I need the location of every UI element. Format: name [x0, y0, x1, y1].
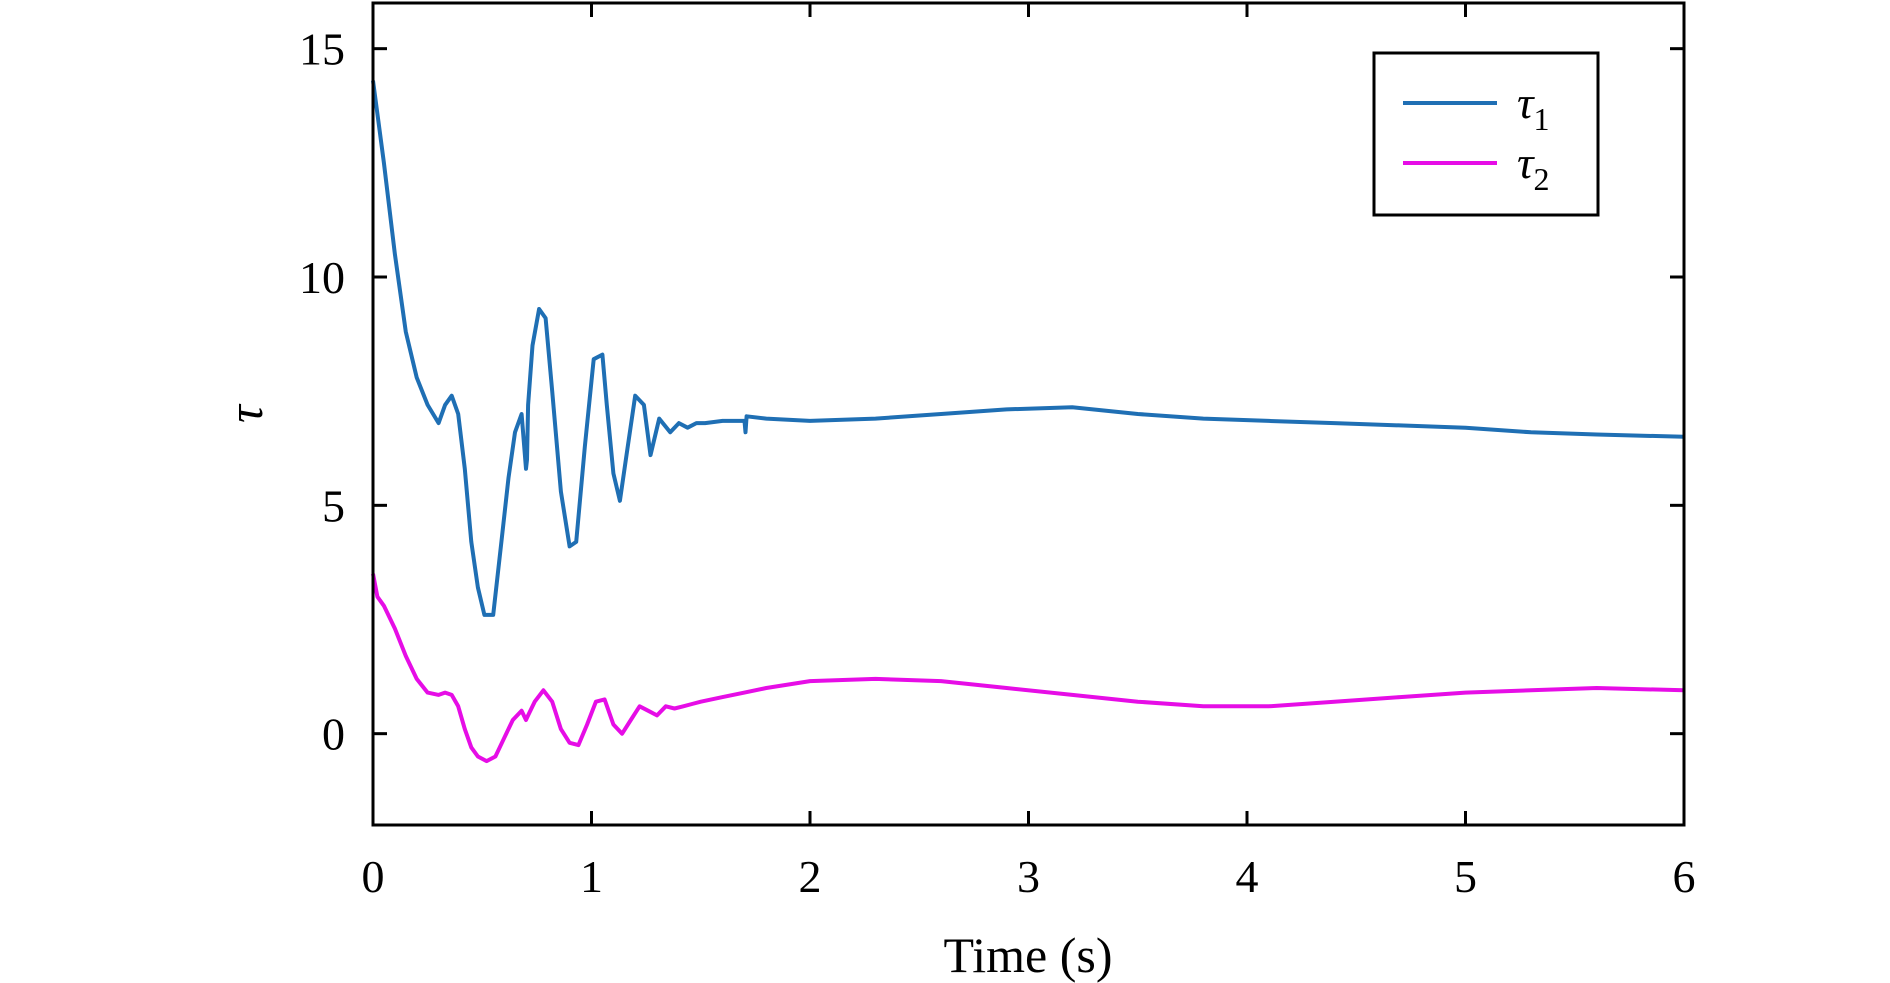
legend: τ1 τ2	[1372, 51, 1600, 217]
x-tick-label: 6	[1673, 851, 1696, 902]
x-tick-label: 2	[799, 851, 822, 902]
legend-label-tau2: τ2	[1517, 137, 1549, 197]
x-tick-label: 1	[580, 851, 603, 902]
y-tick-label: 15	[299, 24, 345, 75]
y-axis-title: τ	[217, 403, 273, 423]
series-line-2	[371, 573, 1685, 764]
series-line-1	[371, 80, 1685, 617]
y-tick-label: 0	[322, 709, 345, 760]
legend-label-tau1: τ1	[1517, 77, 1549, 137]
plot-lines	[371, 80, 1685, 764]
x-tick-label: 0	[362, 851, 385, 902]
axis-ticks	[371, 3, 1686, 825]
x-axis-title: Time (s)	[943, 927, 1112, 983]
x-tick-label: 4	[1236, 851, 1259, 902]
y-tick-label: 5	[322, 480, 345, 531]
y-tick-label: 10	[299, 252, 345, 303]
x-tick-label: 5	[1454, 851, 1477, 902]
legend-box	[1372, 51, 1600, 217]
tick-labels: 0 1 2 3 4 5 6 0 5 10 15	[299, 24, 1696, 902]
x-tick-label: 3	[1017, 851, 1040, 902]
